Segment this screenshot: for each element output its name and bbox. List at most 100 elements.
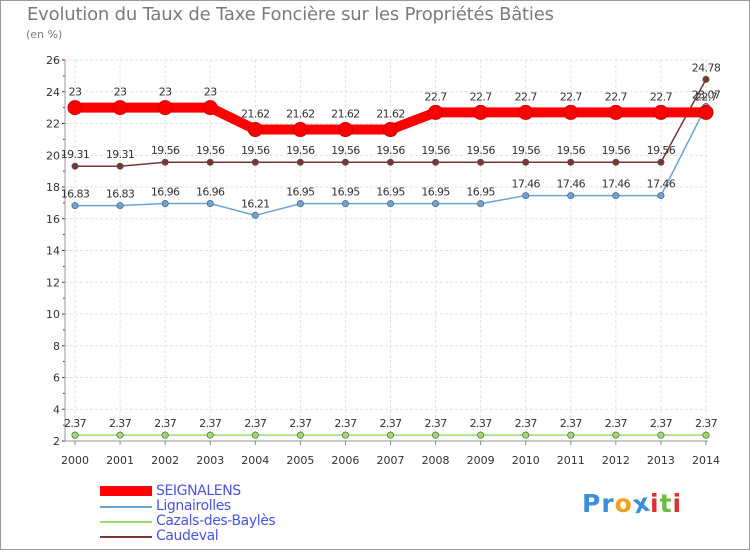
- value-label-cazals-des-bayles: 2.37: [695, 417, 718, 430]
- value-label-seignalens: 22.7: [470, 90, 493, 103]
- point-seignalens: [563, 104, 579, 120]
- point-caudeval: [702, 75, 710, 83]
- legend-swatch-seignalens: [100, 486, 152, 496]
- value-label-caudeval: 19.56: [286, 144, 315, 157]
- value-label-seignalens: 23: [114, 86, 127, 99]
- point-lignairolles: [251, 211, 259, 219]
- legend-item-lignairolles[interactable]: Lignairolles: [100, 499, 360, 514]
- value-label-cazals-des-bayles: 2.37: [470, 417, 493, 430]
- value-label-cazals-des-bayles: 2.37: [605, 417, 628, 430]
- point-cazals-des-bayles: [432, 431, 440, 439]
- point-cazals-des-bayles: [386, 431, 394, 439]
- point-lignairolles: [386, 200, 394, 208]
- y-tick-label: 18: [46, 181, 60, 194]
- value-label-seignalens: 22.7: [650, 90, 673, 103]
- value-label-seignalens: 21.62: [286, 108, 315, 121]
- value-label-caudeval: 19.31: [61, 148, 90, 161]
- value-label-seignalens: 22.7: [695, 90, 718, 103]
- point-cazals-des-bayles: [116, 431, 124, 439]
- point-cazals-des-bayles: [296, 431, 304, 439]
- value-label-seignalens: 23: [69, 86, 82, 99]
- point-seignalens: [653, 104, 669, 120]
- value-label-caudeval: 19.56: [511, 144, 540, 157]
- point-seignalens: [292, 122, 308, 138]
- y-tick-label: 22: [46, 118, 60, 131]
- point-lignairolles: [341, 200, 349, 208]
- point-cazals-des-bayles: [71, 431, 79, 439]
- value-label-lignairolles: 17.46: [557, 178, 586, 191]
- point-cazals-des-bayles: [657, 431, 665, 439]
- point-seignalens: [383, 122, 398, 138]
- x-tick-label: 2010: [512, 454, 540, 467]
- legend-label-cazals-des-bayles: Cazals-des-Baylès: [156, 513, 276, 529]
- point-lignairolles: [296, 200, 304, 208]
- value-label-seignalens: 23: [204, 86, 217, 99]
- y-tick-label: 4: [53, 403, 60, 416]
- point-cazals-des-bayles: [251, 431, 259, 439]
- y-tick-label: 8: [53, 340, 60, 353]
- point-lignairolles: [612, 192, 620, 200]
- value-label-lignairolles: 16.95: [466, 186, 495, 199]
- x-tick-label: 2013: [647, 454, 675, 467]
- y-tick-label: 14: [46, 245, 60, 258]
- value-label-cazals-des-bayles: 2.37: [650, 417, 673, 430]
- point-caudeval: [251, 158, 259, 166]
- point-lignairolles: [206, 200, 214, 208]
- point-seignalens: [247, 122, 263, 138]
- legend-item-cazals-des-bayles[interactable]: Cazals-des-Baylès: [100, 514, 360, 529]
- point-caudeval: [296, 158, 304, 166]
- point-seignalens: [518, 104, 534, 120]
- value-label-seignalens: 21.62: [241, 108, 270, 121]
- logo-letter: r: [601, 489, 615, 518]
- value-label-lignairolles: 17.46: [647, 178, 676, 191]
- point-caudeval: [522, 158, 530, 166]
- y-tick-label: 6: [53, 372, 60, 385]
- point-cazals-des-bayles: [206, 431, 214, 439]
- value-label-lignairolles: 16.21: [241, 197, 270, 210]
- point-lignairolles: [567, 192, 575, 200]
- value-label-caudeval: 24.78: [692, 61, 721, 74]
- point-cazals-des-bayles: [522, 431, 530, 439]
- point-seignalens: [67, 100, 83, 116]
- y-tick-label: 10: [46, 308, 60, 321]
- value-label-lignairolles: 16.96: [196, 186, 225, 199]
- proxiti-logo: Proxiti: [582, 488, 683, 520]
- point-seignalens: [473, 104, 489, 120]
- value-label-seignalens: 23: [159, 86, 172, 99]
- value-label-lignairolles: 23.07: [692, 89, 721, 102]
- value-label-cazals-des-bayles: 2.37: [289, 417, 312, 430]
- series-group: [67, 75, 714, 439]
- x-tick-label: 2006: [331, 454, 359, 467]
- x-tick-label: 2007: [377, 454, 405, 467]
- x-tick-label: 2002: [151, 454, 179, 467]
- value-label-cazals-des-bayles: 2.37: [154, 417, 177, 430]
- value-label-lignairolles: 16.96: [151, 186, 180, 199]
- value-label-lignairolles: 16.83: [61, 188, 90, 201]
- value-label-seignalens: 21.62: [331, 108, 360, 121]
- x-tick-label: 2004: [241, 454, 269, 467]
- y-tick-label: 12: [46, 276, 60, 289]
- value-label-seignalens: 21.62: [376, 108, 405, 121]
- legend-item-caudeval[interactable]: Caudeval: [100, 529, 360, 544]
- value-label-cazals-des-bayles: 2.37: [515, 417, 538, 430]
- value-label-seignalens: 22.7: [605, 90, 628, 103]
- value-label-cazals-des-bayles: 2.37: [334, 417, 357, 430]
- legend-item-seignalens[interactable]: SEIGNALENS: [100, 484, 360, 499]
- point-seignalens: [698, 104, 714, 120]
- value-label-lignairolles: 16.95: [376, 186, 405, 199]
- value-label-caudeval: 19.56: [376, 144, 405, 157]
- x-tick-label: 2014: [692, 454, 720, 467]
- chart-unit-label: (en %): [26, 28, 63, 41]
- point-seignalens: [157, 100, 173, 116]
- x-tick-label: 2000: [61, 454, 89, 467]
- logo-letter: i: [672, 489, 683, 518]
- value-label-lignairolles: 16.95: [286, 186, 315, 199]
- point-lignairolles: [432, 200, 440, 208]
- point-caudeval: [567, 158, 575, 166]
- value-label-caudeval: 19.31: [106, 148, 135, 161]
- y-tick-label: 24: [46, 86, 60, 99]
- point-caudeval: [386, 158, 394, 166]
- legend: SEIGNALENS Lignairolles Cazals-des-Baylè…: [100, 484, 360, 544]
